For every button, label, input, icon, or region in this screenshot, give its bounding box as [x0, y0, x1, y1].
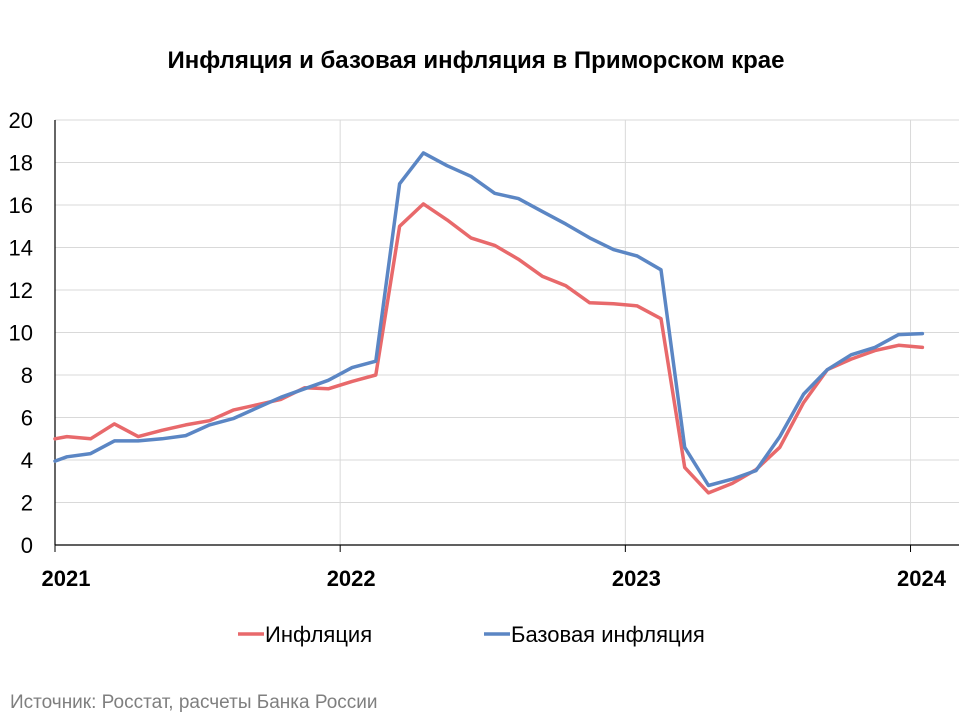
x-tick-label: 2022: [327, 566, 376, 591]
series-line-inflation: [53, 202, 925, 495]
y-tick-label: 4: [21, 448, 33, 473]
legend-label: Базовая инфляция: [511, 622, 705, 647]
y-tick-label: 14: [9, 236, 33, 261]
y-tick-label: 2: [21, 491, 33, 516]
series-line-core-inflation: [53, 151, 925, 488]
series-lines: [53, 151, 925, 495]
x-tick-label: 2023: [612, 566, 661, 591]
y-tick-label: 12: [9, 278, 33, 303]
y-tick-label: 20: [9, 108, 33, 133]
x-tick-label: 2021: [42, 566, 91, 591]
grid: [54, 119, 959, 545]
y-tick-label: 6: [21, 406, 33, 431]
y-tick-label: 0: [21, 533, 33, 558]
x-tick-label: 2024: [897, 566, 947, 591]
y-tick-label: 10: [9, 321, 33, 346]
chart-title: Инфляция и базовая инфляция в Приморском…: [167, 47, 784, 74]
legend-label: Инфляция: [265, 622, 372, 647]
source-note: Источник: Росстат, расчеты Банка России: [10, 692, 378, 713]
y-tick-label: 18: [9, 151, 33, 176]
axes: 0 2 4 6 8 10 12 14 16 18 20 2021 2022 2023 2024: [9, 108, 959, 591]
y-tick-label: 8: [21, 363, 33, 388]
legend: Инфляция Базовая инфляция: [238, 622, 705, 647]
y-tick-label: 16: [9, 193, 33, 218]
